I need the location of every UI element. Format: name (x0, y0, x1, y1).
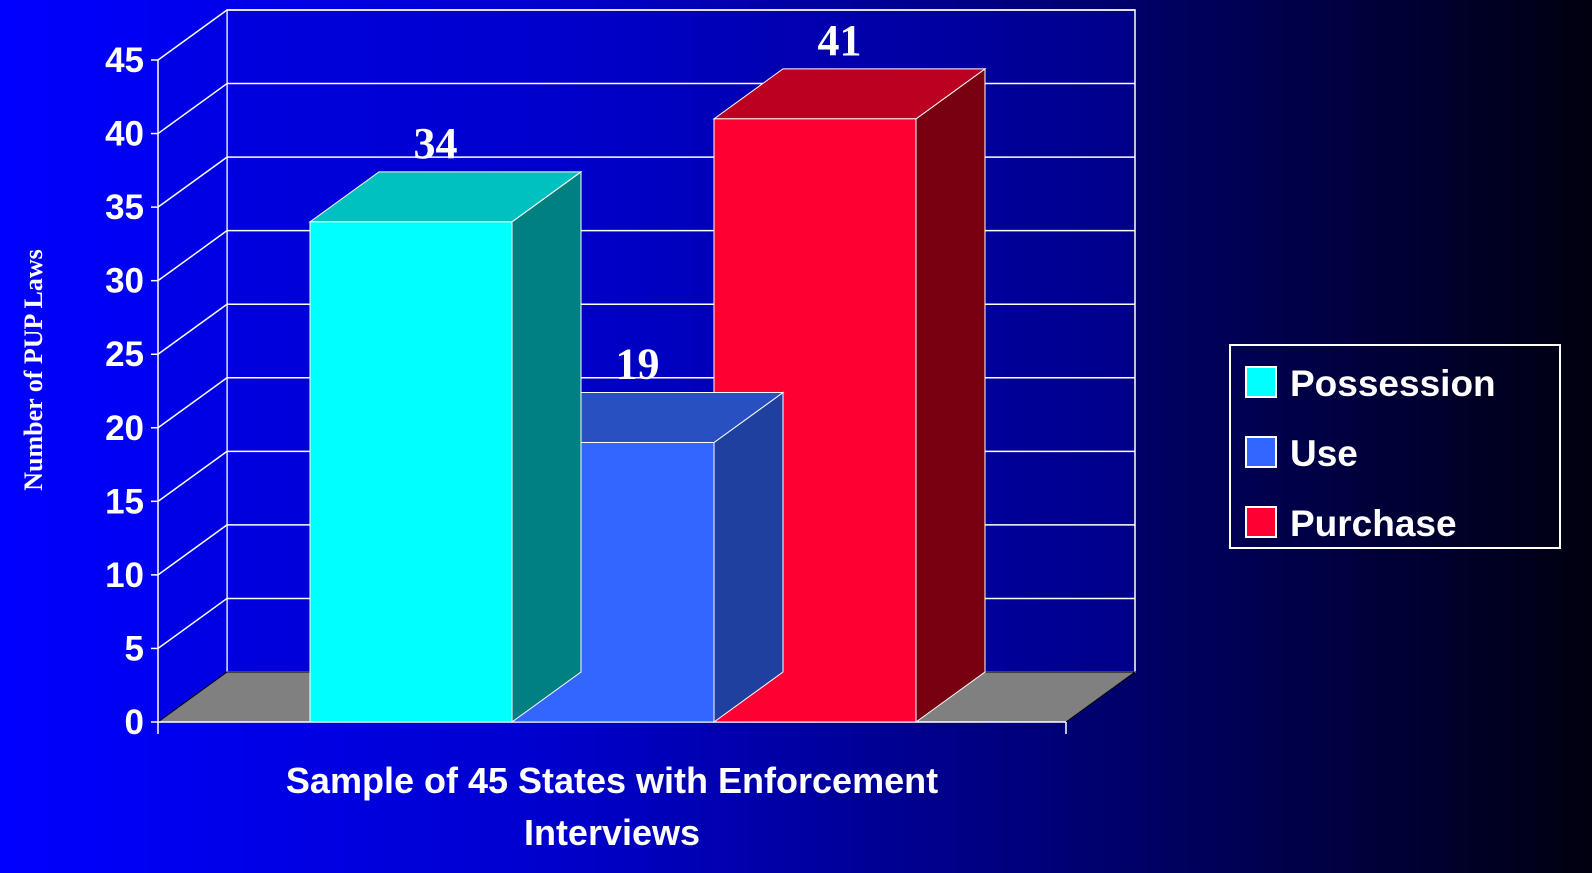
bar-side-use (713, 391, 784, 723)
gridline-diagonal (157, 156, 228, 208)
legend: Possession Use Purchase (1229, 344, 1561, 549)
y-tick-label: 10 (105, 556, 144, 595)
data-labels: 34 19 41 (414, 16, 862, 389)
y-tick-label: 30 (105, 262, 144, 301)
gridline-diagonal (157, 524, 228, 576)
legend-label-purchase: Purchase (1290, 503, 1457, 544)
y-tick-label: 20 (105, 409, 144, 448)
legend-swatch-use (1245, 436, 1277, 468)
y-tick-labels: 0 5 10 15 20 25 30 35 40 45 (105, 41, 144, 742)
gridline-diagonal (157, 597, 228, 650)
y-tick-label: 15 (105, 482, 144, 521)
y-axis-label: Number of PUP Laws (19, 249, 48, 490)
data-label-use: 19 (616, 339, 660, 388)
legend-box (1229, 344, 1561, 549)
gridline-diagonal (157, 303, 228, 355)
gridline-diagonal (157, 9, 228, 61)
bars (308, 67, 987, 723)
data-label-possession: 34 (414, 119, 458, 168)
legend-label-use: Use (1290, 433, 1358, 474)
y-tick-label: 25 (105, 335, 144, 374)
bar-possession (308, 170, 583, 723)
y-tick-label: 5 (125, 629, 144, 668)
bar-front-possession (309, 221, 513, 723)
x-axis-label-line-1: Sample of 45 States with Enforcement (286, 760, 938, 801)
gridline-diagonal (157, 230, 228, 282)
y-tick-label: 40 (105, 115, 144, 154)
gridline-diagonal (157, 450, 228, 502)
y-tick-label: 35 (105, 188, 144, 227)
y-tick-label: 0 (125, 703, 144, 742)
y-tick-label: 45 (105, 41, 144, 80)
gridline-diagonal (157, 377, 228, 429)
legend-label-possession: Possession (1290, 363, 1496, 404)
gridline-diagonal (157, 82, 228, 135)
bar-side-possession (511, 170, 582, 723)
x-axis-label-line-2: Interviews (524, 812, 700, 853)
bar-side-purchase (915, 67, 986, 723)
data-label-purchase: 41 (818, 16, 862, 65)
legend-swatch-possession (1245, 366, 1277, 398)
side-wall (158, 10, 227, 722)
legend-swatch-purchase (1245, 506, 1277, 538)
